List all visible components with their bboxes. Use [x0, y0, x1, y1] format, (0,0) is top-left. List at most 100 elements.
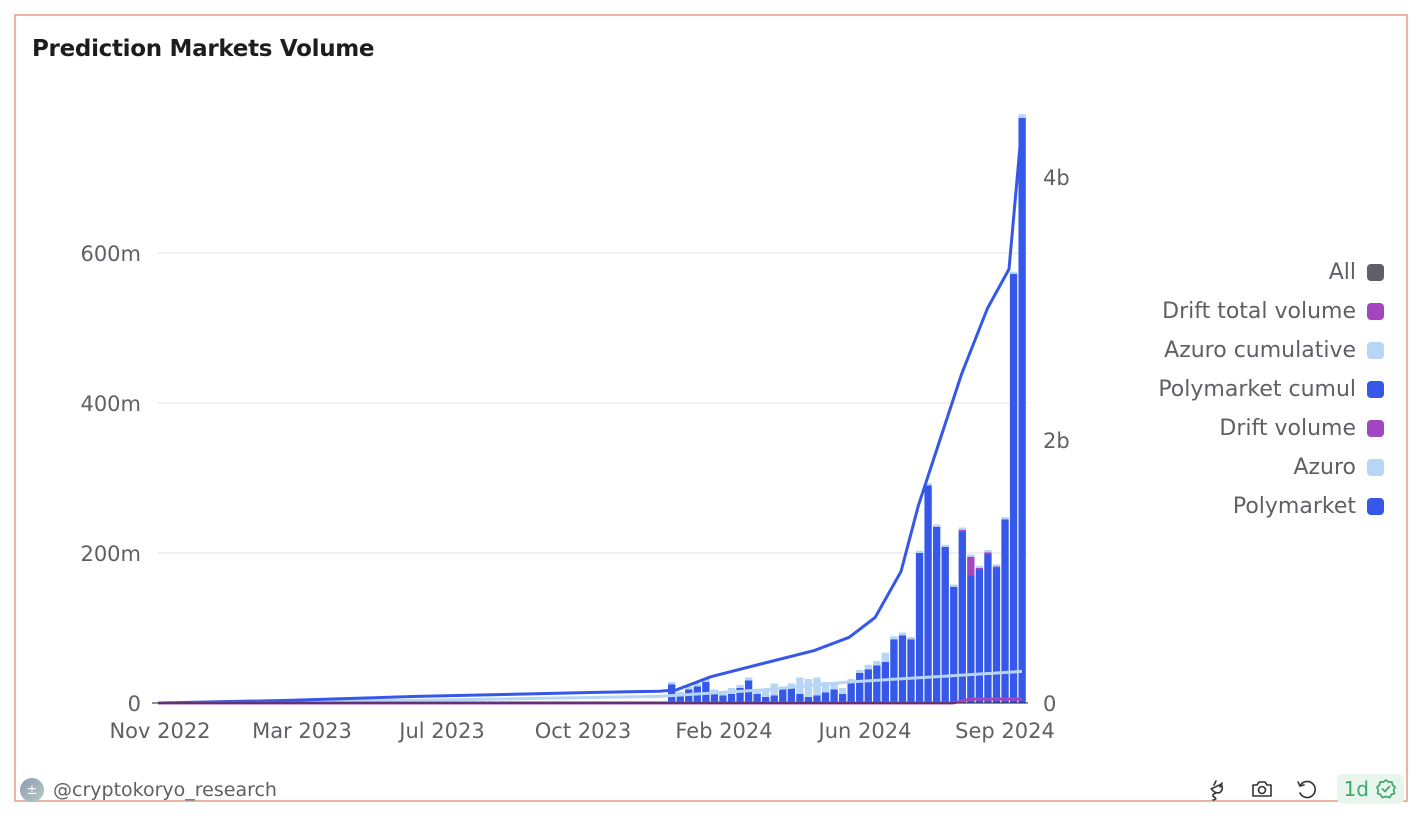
bar-azuro[interactable] [881, 652, 890, 662]
bar-polymarket[interactable] [941, 547, 949, 703]
bar-polymarket[interactable] [779, 689, 787, 704]
line-polymarket-cumulative[interactable] [157, 124, 1024, 705]
bar-azuro[interactable] [702, 679, 710, 682]
bar-azuro[interactable] [830, 682, 838, 690]
bar-azuro[interactable] [975, 565, 984, 568]
bar-polymarket[interactable] [830, 689, 838, 704]
bar-drift[interactable] [958, 529, 966, 532]
bar-polymarket[interactable] [787, 688, 796, 703]
bar-polymarket[interactable] [1009, 274, 1018, 703]
freshness-label: 1d [1343, 777, 1369, 801]
bar-polymarket[interactable] [762, 697, 770, 703]
legend-swatch-icon [1367, 498, 1384, 515]
legend-item[interactable]: Azuro cumulative [1164, 331, 1384, 370]
y-left-tick: 200m [80, 542, 141, 566]
bar-polymarket[interactable] [975, 569, 984, 704]
bar-polymarket[interactable] [890, 639, 898, 703]
bar-polymarket[interactable] [676, 695, 684, 704]
legend-item[interactable]: Drift volume [1219, 409, 1384, 448]
line-azuro-cumulative[interactable] [157, 669, 1023, 705]
bar-azuro[interactable] [813, 677, 821, 696]
bar-polymarket[interactable] [992, 568, 1001, 703]
legend-item[interactable]: Polymarket [1233, 487, 1384, 526]
bar-azuro[interactable] [693, 683, 701, 687]
bar-polymarket[interactable] [753, 694, 761, 703]
bar-azuro[interactable] [838, 688, 847, 694]
bar-polymarket[interactable] [984, 554, 992, 704]
bar-azuro[interactable] [864, 664, 872, 670]
bar-azuro[interactable] [787, 683, 796, 689]
bar-drift[interactable] [984, 552, 992, 555]
bar-azuro[interactable] [1001, 517, 1009, 520]
bar-azuro[interactable] [1018, 114, 1026, 118]
bar-polymarket[interactable] [838, 694, 847, 703]
author-handle[interactable]: @cryptokoryo_research [53, 779, 277, 801]
bar-polymarket[interactable] [915, 553, 924, 703]
bar-azuro[interactable] [907, 637, 915, 640]
bar-polymarket[interactable] [1018, 118, 1026, 703]
bar-polymarket[interactable] [924, 485, 932, 704]
bar-drift[interactable] [992, 566, 1001, 569]
bar-azuro[interactable] [804, 679, 813, 697]
bar-azuro[interactable] [898, 632, 907, 636]
freshness-badge[interactable]: 1d [1336, 774, 1404, 804]
plug-icon[interactable] [1205, 776, 1231, 802]
bar-drift[interactable] [967, 556, 975, 576]
bar-azuro[interactable] [821, 682, 830, 693]
bar-azuro[interactable] [992, 564, 1001, 567]
bar-azuro[interactable] [736, 685, 744, 688]
camera-icon[interactable] [1249, 776, 1275, 802]
bar-polymarket[interactable] [821, 692, 830, 704]
bar-polymarket[interactable] [907, 639, 915, 703]
bar-azuro[interactable] [932, 524, 941, 527]
legend-swatch-icon [1367, 342, 1384, 359]
bar-azuro[interactable] [967, 554, 975, 557]
bar-azuro[interactable] [856, 670, 864, 673]
bar-polymarket[interactable] [710, 692, 719, 704]
bar-polymarket[interactable] [813, 695, 821, 704]
bar-azuro[interactable] [915, 550, 924, 553]
bar-azuro[interactable] [958, 527, 966, 530]
legend-item[interactable]: All [1329, 253, 1384, 292]
bar-azuro[interactable] [744, 677, 753, 681]
bar-azuro[interactable] [950, 584, 958, 587]
legend-item[interactable]: Polymarket cumul [1158, 370, 1384, 409]
bar-polymarket[interactable] [873, 665, 881, 704]
bar-polymarket[interactable] [736, 688, 744, 703]
bar-polymarket[interactable] [719, 695, 727, 704]
bar-polymarket[interactable] [804, 697, 813, 703]
bar-polymarket[interactable] [864, 669, 872, 703]
refresh-icon[interactable] [1293, 776, 1319, 802]
bar-azuro[interactable] [710, 689, 719, 693]
bar-polymarket[interactable] [881, 661, 890, 703]
bar-polymarket[interactable] [1001, 519, 1009, 703]
bar-azuro[interactable] [668, 682, 676, 685]
legend-item[interactable]: Drift total volume [1162, 292, 1384, 331]
author-attribution[interactable]: ± @cryptokoryo_research [20, 778, 277, 802]
bar-polymarket[interactable] [847, 682, 855, 703]
legend-item[interactable]: Azuro [1293, 448, 1384, 487]
bar-polymarket[interactable] [727, 694, 736, 703]
bar-azuro[interactable] [924, 483, 932, 486]
legend-label: Azuro cumulative [1164, 338, 1356, 363]
bar-azuro[interactable] [1009, 271, 1018, 274]
bar-drift[interactable] [975, 568, 984, 570]
bar-azuro[interactable] [685, 686, 693, 690]
bar-polymarket[interactable] [967, 575, 975, 704]
bar-polymarket[interactable] [932, 526, 941, 703]
bar-azuro[interactable] [890, 636, 898, 640]
bar-azuro[interactable] [762, 689, 770, 698]
bar-azuro[interactable] [984, 550, 992, 553]
legend-label: Polymarket [1232, 494, 1356, 519]
bar-polymarket[interactable] [950, 586, 958, 703]
bar-polymarket[interactable] [796, 694, 804, 703]
bar-polymarket[interactable] [770, 695, 778, 704]
bar-azuro[interactable] [941, 544, 949, 547]
bar-polymarket[interactable] [685, 689, 693, 704]
bar-polymarket[interactable] [958, 532, 966, 703]
bar-polymarket[interactable] [668, 684, 676, 703]
bar-polymarket[interactable] [856, 673, 864, 703]
bar-polymarket[interactable] [898, 635, 907, 704]
bar-azuro[interactable] [873, 661, 881, 666]
